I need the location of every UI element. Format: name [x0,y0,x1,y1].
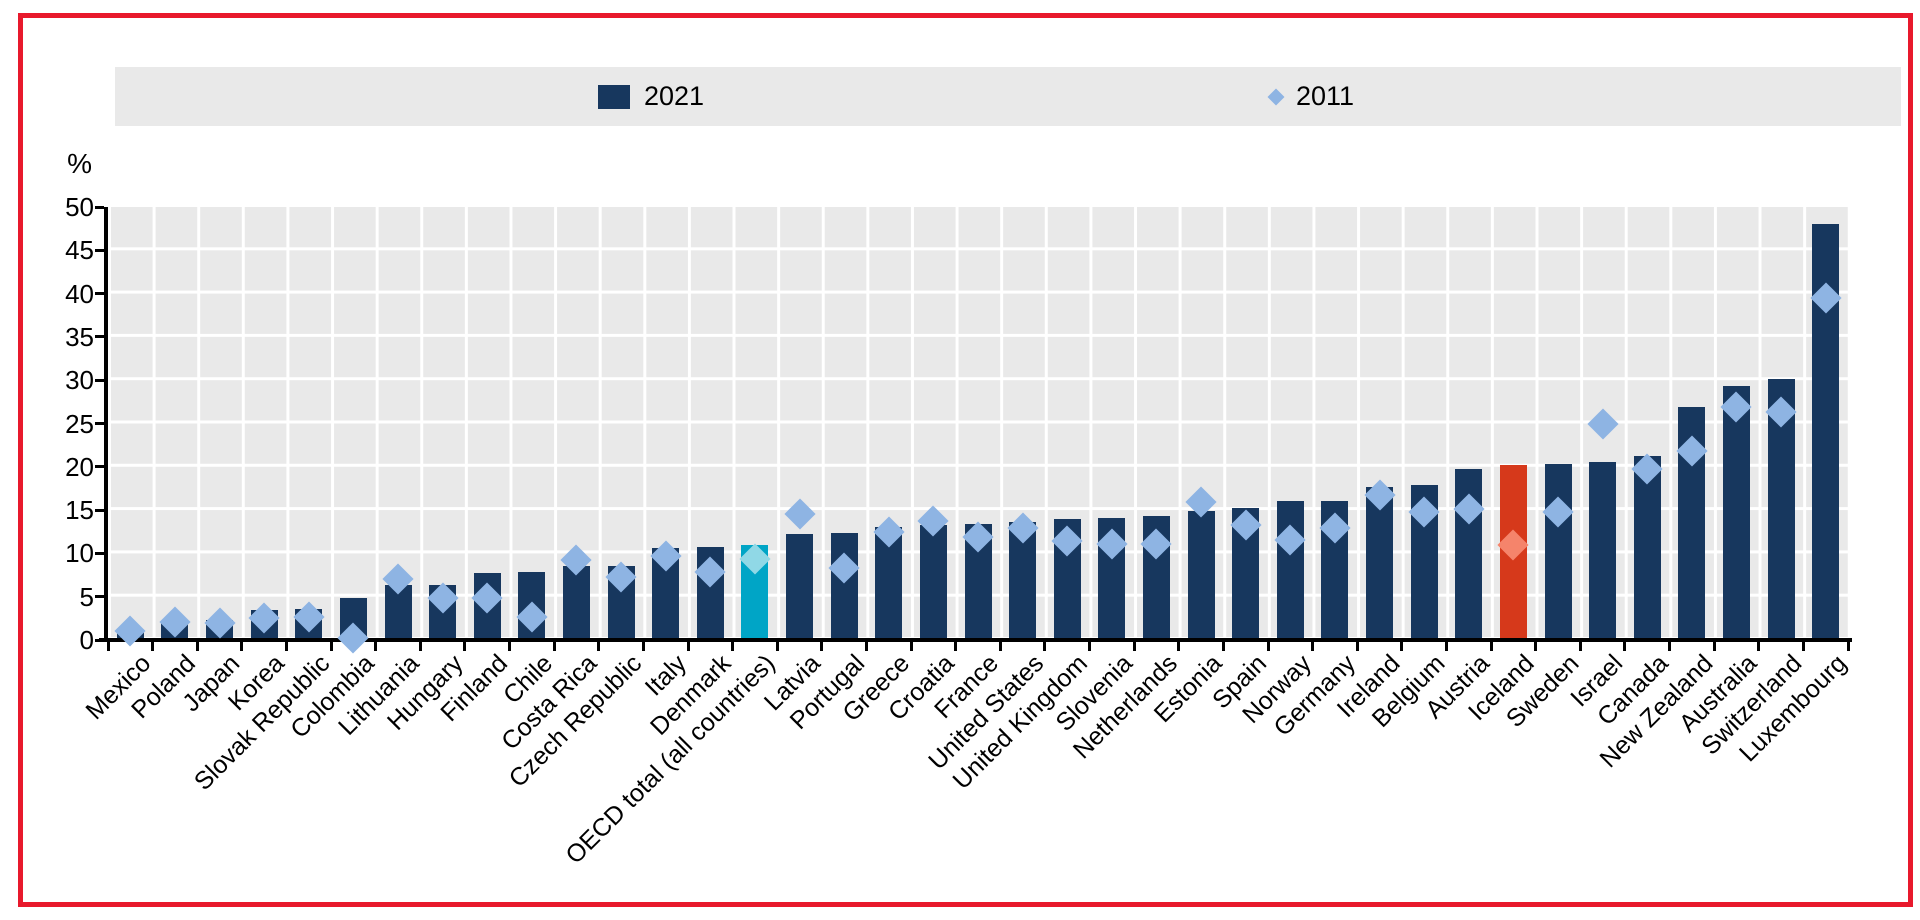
y-tick-mark [95,292,104,296]
y-tick-mark [95,248,104,252]
y-tick-label-5: 5 [79,581,94,612]
x-tick-mark [1712,642,1716,651]
x-tick-mark [1668,642,1672,651]
bar-sweden [1544,464,1572,640]
x-tick-mark [418,642,422,651]
bar-canada [1633,455,1661,640]
x-tick-mark [195,642,199,651]
y-tick-label-40: 40 [65,278,94,309]
y-tick-label-35: 35 [65,321,94,352]
x-tick-mark [998,642,1002,651]
x-tick-mark [284,642,288,651]
y-axis-unit-label: % [67,148,92,179]
x-tick-mark [1578,642,1582,651]
x-tick-mark [731,642,735,651]
bar-latvia [786,534,814,640]
legend-label-2011: 2011 [1296,81,1355,111]
bar-australia [1722,386,1750,640]
x-tick-mark [1132,642,1136,651]
x-tick-mark [1221,642,1225,651]
y-tick-mark [95,508,104,512]
x-tick-mark [1444,642,1448,651]
x-tick-mark [1801,642,1805,651]
legend-label-2021: 2021 [644,81,705,111]
diamond-israel [1587,407,1619,440]
x-tick-mark [686,642,690,651]
x-tick-mark [1311,642,1315,651]
y-tick-label-25: 25 [65,408,94,439]
bar-portugal [830,532,858,640]
x-tick-mark [151,642,155,651]
x-axis-line [99,638,1852,642]
x-tick-mark [597,642,601,651]
x-tick-mark [329,642,333,651]
bar-croatia [919,524,947,640]
x-tick-mark [1400,642,1404,651]
y-tick-mark [95,205,104,209]
y-tick-label-50: 50 [65,192,94,222]
y-tick-mark [95,422,104,425]
y-tick-label-45: 45 [65,235,94,266]
x-tick-mark [1266,642,1270,651]
x-tick-mark [641,642,645,651]
y-tick-mark [95,335,104,339]
legend-square-2021-icon [598,84,630,109]
x-tick-mark [909,642,913,651]
x-tick-mark [1623,642,1627,651]
legend-item-2021: 2021 [598,67,704,126]
x-tick-mark [374,642,378,651]
y-tick-mark [95,595,104,599]
y-tick-mark [95,378,104,382]
y-tick-label-10: 10 [65,538,94,569]
bar-israel [1589,461,1617,640]
y-tick-label-20: 20 [65,451,94,482]
y-axis-line [104,207,108,642]
x-tick-mark [954,642,958,651]
x-tick-mark [1534,642,1538,651]
diamond-latvia [783,498,816,530]
legend-diamond-2011-icon [1267,88,1285,105]
y-tick-mark [95,551,104,555]
x-tick-mark [240,642,244,651]
y-tick-mark [95,465,104,469]
plot-area [108,207,1848,654]
y-tick-label-0: 0 [79,625,94,655]
x-tick-mark [106,642,110,651]
x-tick-mark [1088,642,1092,651]
x-tick-mark [1846,642,1850,651]
bar-ireland [1366,486,1394,640]
x-tick-mark [1177,642,1181,651]
bar-estonia [1187,510,1215,640]
x-tick-mark [463,642,467,651]
x-tick-mark [508,642,512,651]
legend: 2021 2011 [115,67,1901,126]
x-tick-mark [820,642,824,651]
legend-item-2011: 2011 [1267,67,1355,126]
x-tick-mark [864,642,868,651]
y-tick-label-15: 15 [65,495,94,526]
x-tick-mark [1757,642,1761,651]
bar-costa-rica [562,566,590,640]
x-tick-mark [775,642,779,651]
x-tick-mark [1355,642,1359,651]
x-tick-mark [552,642,556,651]
y-tick-label-30: 30 [65,365,94,396]
bar-norway [1276,501,1304,640]
x-tick-mark [1489,642,1493,651]
x-tick-mark [1043,642,1047,651]
